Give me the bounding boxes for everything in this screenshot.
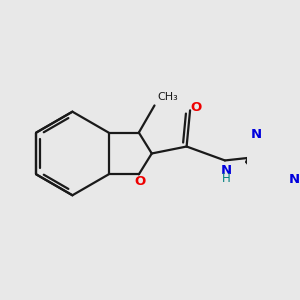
Text: O: O bbox=[190, 101, 201, 114]
Text: H: H bbox=[222, 172, 231, 185]
Text: O: O bbox=[135, 175, 146, 188]
Text: N: N bbox=[251, 128, 262, 141]
Text: N: N bbox=[221, 164, 232, 177]
Text: N: N bbox=[288, 173, 299, 186]
Text: CH₃: CH₃ bbox=[157, 92, 178, 102]
